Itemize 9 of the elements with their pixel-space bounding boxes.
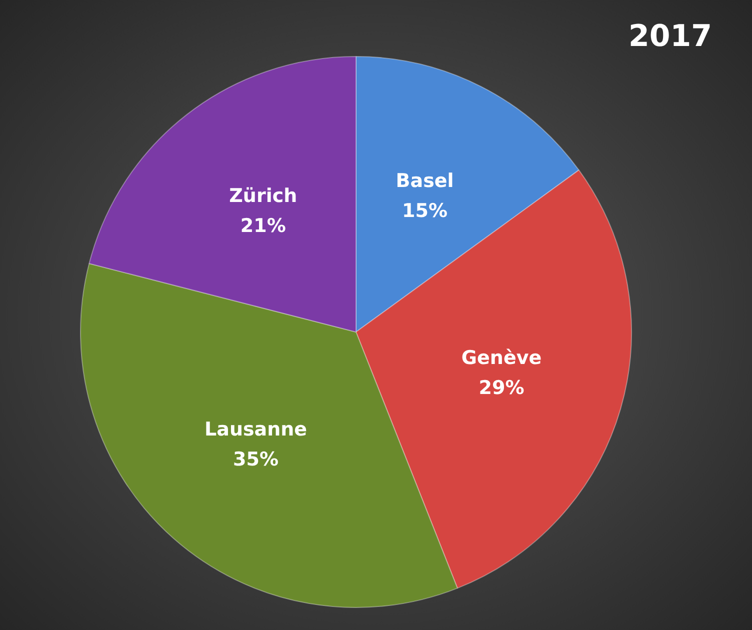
- chart-title: 2017: [628, 18, 712, 54]
- slice-label: Zürich: [229, 185, 298, 208]
- data-label: 35%: [233, 448, 279, 471]
- slice-label: Basel: [396, 170, 454, 192]
- data-label: 29%: [478, 377, 524, 400]
- slice-label: Genève: [461, 347, 542, 370]
- data-label: 15%: [402, 200, 448, 222]
- data-label: 21%: [240, 215, 286, 238]
- slice-label: Lausanne: [204, 418, 308, 441]
